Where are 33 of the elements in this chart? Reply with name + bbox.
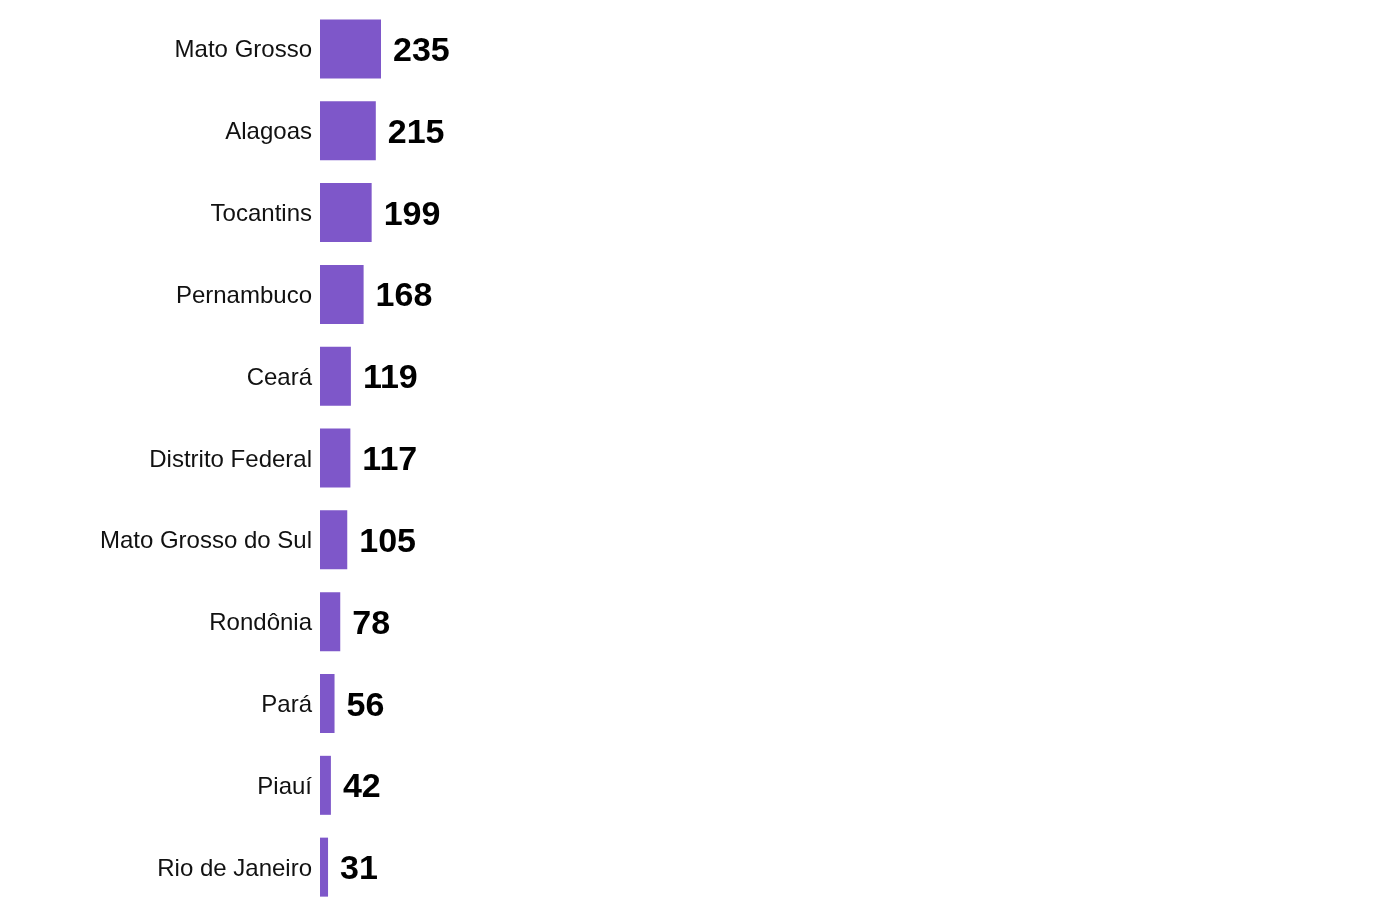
data-label: 56 [346, 684, 385, 723]
data-label: 78 [352, 602, 391, 641]
data-label: 199 [383, 193, 441, 232]
bar [320, 19, 381, 79]
bar [320, 755, 331, 815]
bar [320, 264, 364, 324]
y-tick-label: Alagoas [225, 117, 312, 145]
bar [320, 592, 341, 652]
data-label: 105 [359, 520, 416, 559]
y-tick-label: Rondônia [209, 608, 313, 636]
bar [320, 428, 351, 488]
y-tick-label: Pará [261, 689, 313, 717]
bar [320, 674, 335, 733]
bar [320, 837, 329, 897]
y-tick-label: Ceará [246, 362, 313, 390]
data-label: 215 [387, 111, 445, 150]
data-label: 119 [362, 357, 418, 396]
bar [320, 101, 376, 161]
data-label: 168 [375, 275, 433, 314]
data-label: 117 [362, 439, 418, 478]
data-label: 31 [340, 848, 378, 887]
bar [320, 510, 348, 570]
data-label: 42 [342, 766, 381, 805]
bar [320, 346, 351, 406]
y-tick-label: Pernambuco [175, 280, 312, 308]
y-tick-label: Rio de Janeiro [157, 853, 312, 881]
y-tick-label: Tocantins [210, 199, 312, 227]
bar [320, 183, 372, 243]
y-tick-label: Piauí [257, 771, 313, 799]
data-label: 235 [393, 30, 450, 69]
y-tick-label: Mato Grosso do Sul [99, 526, 312, 554]
y-tick-label: Mato Grosso [174, 35, 312, 63]
y-tick-label: Distrito Federal [149, 444, 312, 472]
